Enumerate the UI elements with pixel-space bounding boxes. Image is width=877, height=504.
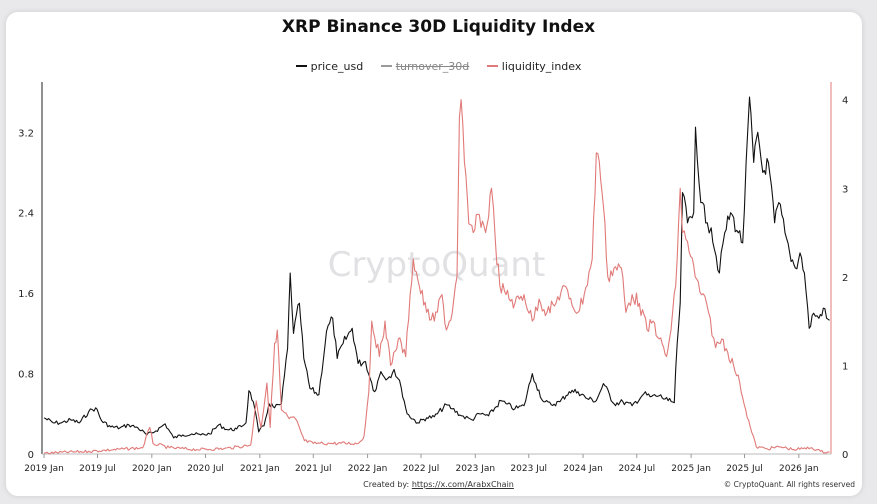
chart-card [6, 12, 862, 496]
series-line-liquidity-index [43, 99, 830, 455]
x-tick-label: 2023 Jan [455, 464, 495, 474]
y-left-tick-label: 1.6 [18, 289, 34, 300]
y-left-tick-label: 0 [28, 450, 34, 461]
y-left-tick-label: 2.4 [18, 209, 34, 220]
series-line-price-usd [43, 96, 830, 439]
chart-legend: price_usd turnover_30d liquidity_index [0, 57, 877, 73]
y-right-tick-label: 2 [842, 273, 848, 284]
x-tick-label: 2025 Jul [726, 464, 763, 474]
x-tick-label: 2022 Jul [403, 464, 440, 474]
x-tick-label: 2020 Jul [187, 464, 224, 474]
y-left-tick-label: 0.8 [18, 370, 34, 381]
footer-created-by-link[interactable]: https://x.com/ArabxChain [411, 480, 514, 489]
legend-label-price-usd: price_usd [310, 59, 364, 73]
y-right-tick-label: 3 [842, 184, 848, 195]
x-tick-label: 2025 Jan [671, 464, 711, 474]
footer-created-by-label: Created by: [363, 480, 410, 489]
x-tick-label: 2020 Jan [132, 464, 172, 474]
x-tick-label: 2024 Jul [618, 464, 655, 474]
chart-title: XRP Binance 30D Liquidity Index [281, 17, 596, 37]
legend-item-price-usd[interactable]: price_usd [295, 59, 364, 73]
x-tick-label: 2024 Jan [563, 464, 603, 474]
legend-label-turnover-30d: turnover_30d [395, 59, 470, 73]
legend-item-turnover-30d[interactable]: turnover_30d [380, 59, 470, 73]
x-tick-label: 2023 Jul [510, 464, 547, 474]
x-tick-label: 2019 Jan [24, 464, 64, 474]
footer-credit: Created by: https://x.com/ArabxChain [0, 480, 877, 489]
x-tick-label: 2019 Jul [79, 464, 116, 474]
legend-swatch-price-usd [295, 65, 307, 67]
x-tick-label: 2021 Jul [295, 464, 332, 474]
y-right-tick-label: 0 [842, 450, 848, 461]
legend-label-liquidity-index: liquidity_index [501, 59, 582, 73]
legend-item-liquidity-index[interactable]: liquidity_index [486, 59, 582, 73]
x-tick-label: 2026 Jan [779, 464, 819, 474]
legend-swatch-turnover-30d [380, 65, 392, 67]
chart-watermark: CryptoQuant [328, 245, 546, 285]
y-right-tick-label: 4 [842, 96, 848, 107]
legend-swatch-liquidity-index [486, 65, 498, 67]
y-left-tick-label: 3.2 [18, 128, 34, 139]
footer-rights: © CryptoQuant. All rights reserved [723, 480, 855, 489]
y-right-tick-label: 1 [842, 361, 848, 372]
x-tick-label: 2021 Jan [240, 464, 280, 474]
x-tick-label: 2022 Jan [348, 464, 388, 474]
